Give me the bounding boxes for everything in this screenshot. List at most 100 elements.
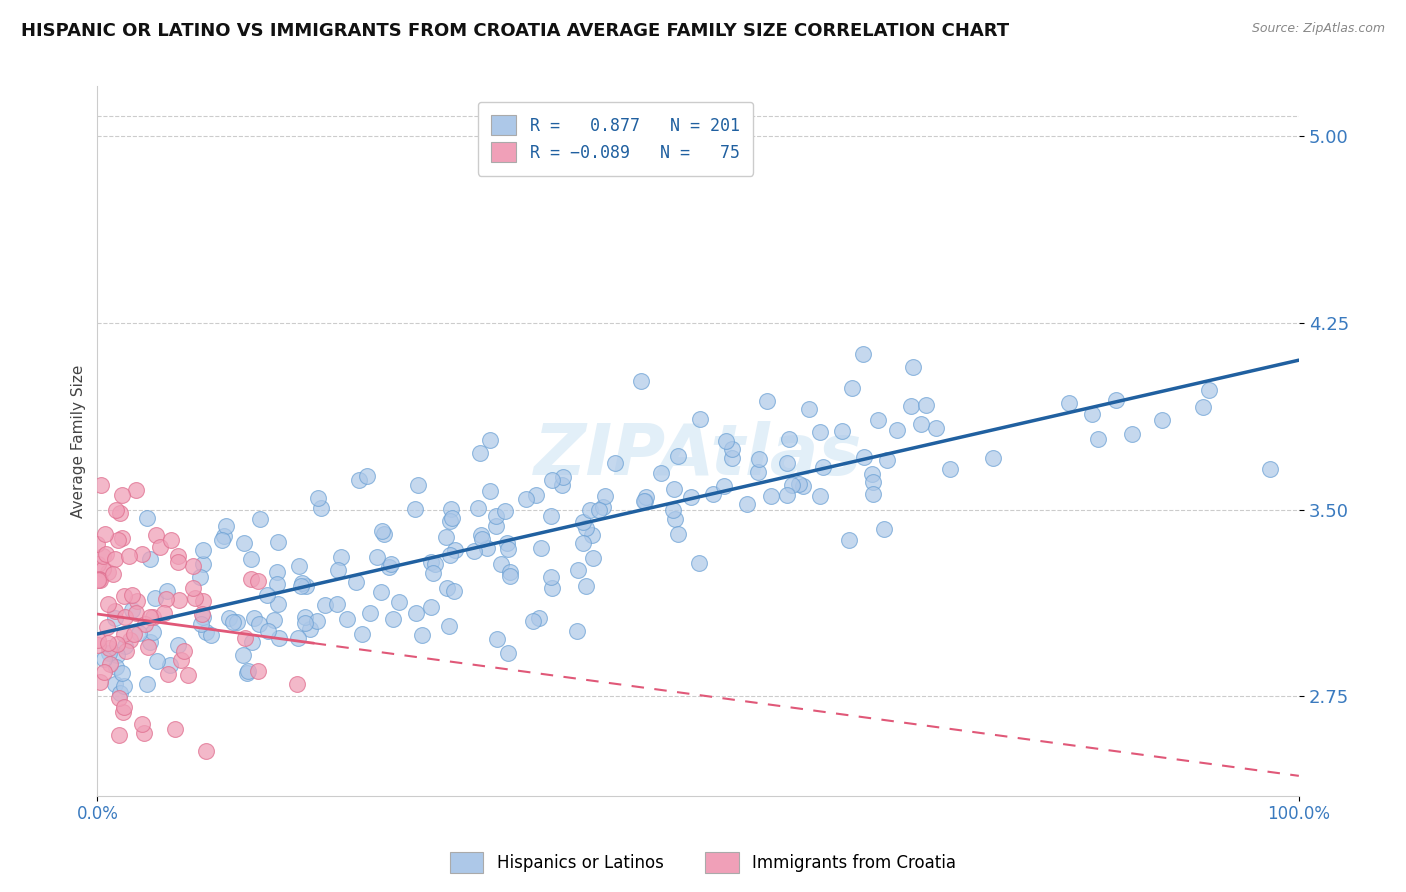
Point	[191, 610, 214, 624]
Point	[938, 462, 960, 476]
Point	[89, 573, 111, 587]
Point	[540, 582, 562, 596]
Point	[236, 664, 259, 678]
Point	[925, 420, 948, 434]
Point	[356, 468, 378, 483]
Point	[792, 479, 814, 493]
Point	[405, 607, 427, 621]
Point	[422, 566, 444, 581]
Point	[838, 533, 860, 548]
Point	[910, 417, 932, 431]
Point	[463, 544, 485, 558]
Point	[184, 591, 207, 605]
Point	[756, 394, 779, 409]
Point	[439, 515, 461, 529]
Point	[478, 433, 501, 447]
Point	[222, 615, 245, 629]
Point	[105, 503, 128, 517]
Point	[90, 478, 112, 492]
Point	[588, 503, 610, 517]
Point	[267, 597, 290, 611]
Point	[787, 476, 810, 491]
Point	[246, 574, 269, 588]
Point	[112, 699, 135, 714]
Point	[567, 563, 589, 577]
Point	[831, 425, 853, 439]
Point	[112, 679, 135, 693]
Point	[108, 691, 131, 706]
Point	[439, 548, 461, 562]
Point	[1150, 413, 1173, 427]
Point	[630, 374, 652, 388]
Point	[1080, 407, 1102, 421]
Point	[91, 549, 114, 563]
Point	[183, 558, 205, 573]
Point	[149, 541, 172, 555]
Point	[524, 488, 547, 502]
Point	[110, 686, 132, 700]
Point	[97, 636, 120, 650]
Point	[326, 563, 349, 577]
Point	[97, 640, 120, 655]
Point	[388, 594, 411, 608]
Point	[91, 562, 114, 576]
Point	[191, 557, 214, 571]
Point	[87, 572, 110, 586]
Point	[373, 527, 395, 541]
Point	[666, 449, 689, 463]
Point	[112, 627, 135, 641]
Point	[93, 652, 115, 666]
Point	[96, 597, 118, 611]
Point	[575, 521, 598, 535]
Point	[225, 615, 247, 629]
Point	[167, 555, 190, 569]
Point	[496, 541, 519, 556]
Point	[121, 603, 143, 617]
Point	[136, 677, 159, 691]
Point	[287, 632, 309, 646]
Point	[797, 402, 820, 417]
Point	[212, 529, 235, 543]
Point	[496, 536, 519, 550]
Point	[114, 640, 136, 654]
Point	[125, 594, 148, 608]
Point	[553, 470, 575, 484]
Point	[136, 640, 159, 654]
Point	[468, 446, 491, 460]
Point	[249, 512, 271, 526]
Point	[370, 524, 392, 538]
Point	[98, 657, 121, 671]
Point	[662, 483, 685, 497]
Point	[808, 489, 831, 503]
Point	[188, 569, 211, 583]
Point	[104, 611, 127, 625]
Point	[105, 637, 128, 651]
Point	[664, 512, 686, 526]
Point	[593, 489, 616, 503]
Point	[236, 666, 259, 681]
Point	[97, 565, 120, 579]
Point	[239, 573, 262, 587]
Point	[87, 574, 110, 588]
Point	[380, 558, 402, 572]
Point	[307, 491, 329, 505]
Point	[981, 451, 1004, 466]
Point	[299, 622, 322, 636]
Point	[96, 620, 118, 634]
Point	[485, 508, 508, 523]
Point	[87, 638, 110, 652]
Point	[688, 556, 710, 570]
Point	[167, 549, 190, 563]
Point	[408, 478, 430, 492]
Point	[232, 648, 254, 663]
Point	[522, 615, 544, 629]
Point	[285, 677, 308, 691]
Point	[118, 549, 141, 564]
Point	[249, 617, 271, 632]
Point	[131, 716, 153, 731]
Point	[485, 632, 508, 646]
Point	[246, 665, 269, 679]
Point	[336, 612, 359, 626]
Point	[886, 423, 908, 437]
Point	[540, 508, 562, 523]
